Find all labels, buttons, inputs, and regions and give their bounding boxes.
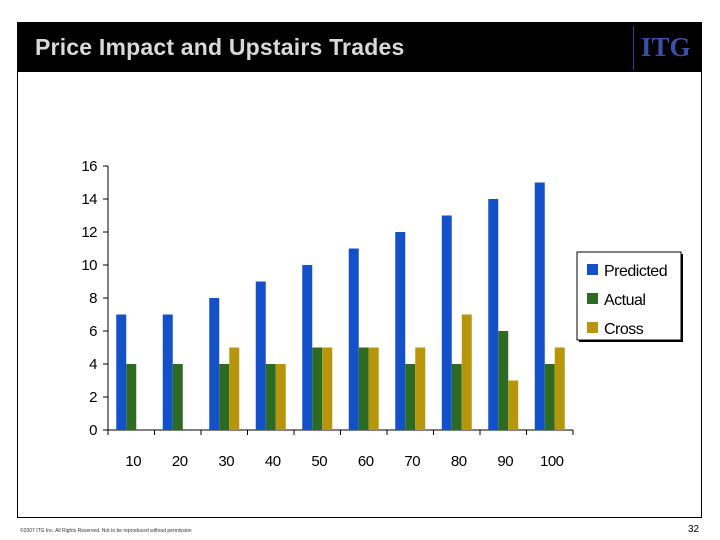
bar-predicted-90 (488, 199, 499, 430)
y-tick-label: 6 (89, 323, 97, 340)
x-tick-label: 70 (404, 453, 420, 470)
bar-predicted-100 (534, 182, 545, 430)
bar-predicted-60 (348, 248, 359, 430)
y-tick-label: 14 (81, 191, 97, 208)
y-tick-label: 16 (81, 158, 97, 175)
x-tick-label: 100 (540, 453, 564, 470)
bar-cross-80 (461, 314, 472, 430)
bar-actual-60 (358, 347, 369, 430)
bar-cross-60 (368, 347, 379, 430)
slide-title: Price Impact and Upstairs Trades (35, 34, 405, 60)
bar-actual-50 (312, 347, 323, 430)
bar-predicted-20 (162, 314, 173, 430)
bar-actual-20 (172, 364, 183, 430)
legend-label-actual: Actual (604, 292, 645, 309)
copyright-note: ©2007 ITG Inc. All Rights Reserved. Not … (20, 528, 192, 534)
y-tick-label: 4 (89, 356, 97, 373)
bar-actual-100 (544, 364, 555, 430)
bar-actual-40 (265, 364, 276, 430)
bar-predicted-70 (395, 232, 406, 430)
bar-predicted-40 (255, 281, 266, 430)
chart-legend: Predicted Actual Cross (576, 251, 683, 342)
chart-bars (116, 182, 565, 430)
bar-cross-40 (275, 364, 286, 430)
bar-cross-30 (229, 347, 240, 430)
legend-swatch-actual (587, 293, 598, 304)
y-tick-label: 10 (81, 257, 97, 274)
y-tick-label: 2 (89, 389, 97, 406)
bar-predicted-80 (441, 215, 452, 430)
bar-cross-90 (508, 380, 519, 430)
x-tick-label: 20 (172, 453, 188, 470)
y-tick-label: 0 (89, 422, 97, 439)
bar-cross-50 (322, 347, 333, 430)
bar-actual-10 (126, 364, 137, 430)
y-tick-label: 8 (89, 290, 97, 307)
bar-cross-100 (554, 347, 565, 430)
page-number: 32 (688, 524, 700, 535)
x-tick-labels: 10 20 30 40 50 60 70 80 90 100 (125, 453, 564, 470)
x-tick-label: 40 (265, 453, 281, 470)
x-tick-label: 60 (358, 453, 374, 470)
y-tick-labels: 0 2 4 6 8 10 12 14 16 (81, 158, 97, 439)
x-tick-label: 10 (125, 453, 141, 470)
y-tick-label: 12 (81, 224, 97, 241)
header-bar (17, 22, 702, 72)
legend-swatch-cross (587, 322, 598, 333)
logo-divider (633, 26, 634, 70)
x-tick-label: 30 (218, 453, 234, 470)
x-tick-label: 90 (497, 453, 513, 470)
legend-label-cross: Cross (604, 321, 644, 338)
bar-actual-90 (498, 331, 509, 430)
bar-predicted-30 (209, 298, 220, 430)
itg-logo: ITG (641, 32, 691, 62)
x-tick-label: 50 (311, 453, 327, 470)
bar-cross-70 (415, 347, 426, 430)
bar-actual-80 (451, 364, 462, 430)
legend-swatch-predicted (587, 264, 598, 275)
legend-label-predicted: Predicted (604, 263, 667, 280)
bar-predicted-50 (302, 265, 313, 430)
bar-predicted-10 (116, 314, 127, 430)
x-tick-label: 80 (451, 453, 467, 470)
bar-actual-70 (405, 364, 416, 430)
bar-actual-30 (219, 364, 230, 430)
